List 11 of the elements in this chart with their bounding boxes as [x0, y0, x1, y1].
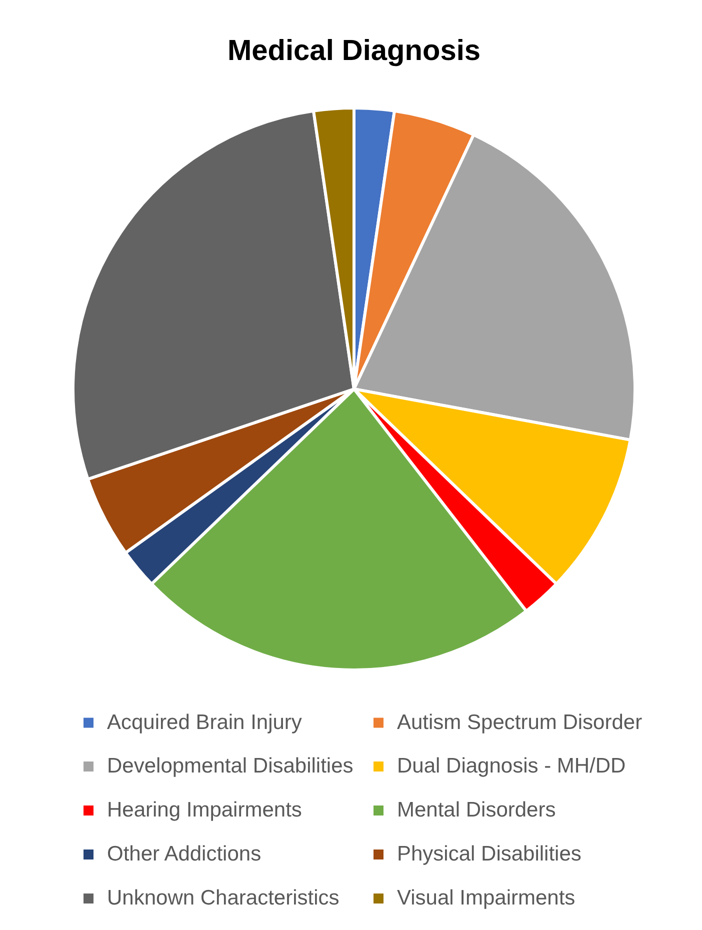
legend-label: Other Addictions [107, 842, 262, 866]
legend-label: Physical Disabilities [397, 842, 582, 866]
legend-label: Hearing Impairments [107, 798, 302, 822]
legend-label: Mental Disorders [397, 798, 556, 822]
chart-title: Medical Diagnosis [227, 35, 481, 67]
legend-label: Dual Diagnosis - MH/DD [397, 754, 626, 778]
legend-label: Acquired Brain Injury [107, 710, 302, 734]
legend-label: Visual Impairments [397, 886, 576, 910]
legend-label: Unknown Characteristics [107, 886, 340, 910]
legend-label: Developmental Disabilities [107, 754, 354, 778]
legend-label: Autism Spectrum Disorder [397, 710, 642, 734]
